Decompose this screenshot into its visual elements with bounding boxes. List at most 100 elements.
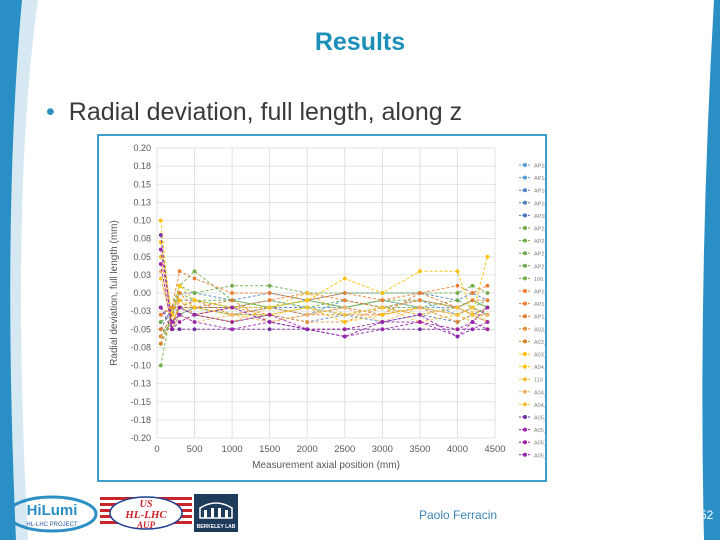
- data-point: [455, 312, 460, 317]
- data-point: [417, 298, 422, 303]
- legend-swatch-marker: [523, 188, 527, 193]
- y-tick-label: 0.00: [133, 288, 151, 298]
- data-point: [192, 320, 197, 324]
- y-tick-label: -0.05: [130, 324, 151, 334]
- data-point: [380, 298, 385, 303]
- data-point: [177, 269, 182, 274]
- y-tick-label: 0.05: [133, 252, 151, 262]
- legend-swatch-marker: [523, 251, 527, 256]
- data-point: [267, 291, 272, 295]
- right-decorative-swoosh: [702, 0, 720, 540]
- data-point: [455, 291, 460, 295]
- data-point: [158, 363, 163, 368]
- footer-author: Paolo Ferracin: [419, 508, 498, 522]
- data-point: [177, 291, 182, 295]
- data-point: [230, 320, 235, 324]
- data-point: [417, 327, 422, 332]
- legend-swatch-marker: [523, 389, 527, 394]
- data-point: [342, 305, 347, 310]
- berkeley-logo-text: BERKELEY LAB: [197, 524, 236, 530]
- legend-swatch-marker: [523, 352, 527, 356]
- data-point: [455, 305, 460, 310]
- data-point: [380, 291, 385, 295]
- data-point: [470, 327, 475, 332]
- legend-swatch-marker: [523, 238, 527, 243]
- y-tick-label: 0.13: [133, 197, 151, 207]
- data-point: [342, 291, 347, 295]
- data-point: [455, 327, 460, 332]
- legend-swatch-marker: [523, 427, 527, 432]
- legend-swatch-marker: [523, 440, 527, 445]
- data-point: [192, 312, 197, 317]
- y-tick-label: -0.13: [130, 379, 151, 389]
- data-point: [158, 233, 163, 237]
- legend-entry: AP1a-b_PC3: [534, 176, 545, 182]
- legend-entry: A03_112: [534, 353, 545, 359]
- data-point: [158, 334, 163, 339]
- legend-entry: AP1b_PC6: [534, 214, 545, 220]
- data-point: [485, 312, 490, 317]
- data-point: [177, 305, 182, 310]
- x-tick-label: 4500: [484, 444, 505, 455]
- left-decorative-swoosh: [0, 0, 38, 540]
- data-point: [192, 269, 197, 274]
- x-tick-label: 2500: [334, 444, 355, 455]
- legend-entry: AP1_107: [534, 290, 545, 296]
- data-point: [158, 312, 163, 317]
- legend-entry: A03_202: [534, 327, 545, 333]
- legend-swatch-marker: [523, 226, 527, 230]
- data-point: [342, 320, 347, 324]
- us-hllhc-aup-logo: US HL-LHC AUP: [100, 496, 192, 530]
- data-point: [158, 305, 163, 310]
- legend-entry: A05_207: [534, 441, 545, 447]
- data-point: [342, 298, 347, 303]
- data-point: [485, 291, 490, 295]
- data-point: [230, 305, 235, 310]
- legend-entry: AP1a-b_PC2: [534, 164, 545, 170]
- legend-swatch-marker: [523, 301, 527, 306]
- legend-swatch-marker: [523, 289, 527, 293]
- data-point: [417, 269, 422, 274]
- data-point: [192, 305, 197, 310]
- data-point: [417, 291, 422, 295]
- y-tick-label: 0.08: [133, 234, 151, 244]
- legend-entry: A05_209: [534, 453, 545, 459]
- data-point: [380, 320, 385, 324]
- page-number: 52: [700, 508, 714, 522]
- data-point: [380, 305, 385, 310]
- berkeley-lab-logo: BERKELEY LAB: [194, 494, 238, 532]
- data-point: [177, 298, 182, 303]
- legend-entry: A05_117: [534, 428, 545, 434]
- y-tick-label: 0.15: [133, 179, 151, 189]
- data-point: [485, 254, 490, 259]
- data-point: [455, 269, 460, 274]
- y-tick-label: -0.10: [130, 361, 151, 371]
- data-point: [485, 305, 490, 310]
- legend-entry: A03_204: [534, 340, 545, 346]
- data-point: [455, 320, 460, 324]
- legend-entry: A04_205: [534, 403, 545, 409]
- x-tick-label: 2000: [297, 444, 318, 455]
- bullet-dot-icon: •: [46, 98, 55, 126]
- data-point: [230, 291, 235, 295]
- legend-swatch-marker: [523, 213, 527, 218]
- legend-entry: AP2_104: [534, 252, 545, 258]
- data-point: [417, 320, 422, 324]
- legend-swatch-marker: [523, 415, 527, 419]
- legend-swatch-marker: [523, 175, 527, 180]
- data-point: [485, 283, 490, 288]
- hilumi-logo: HiLumi HL-LHC PROJECT: [6, 495, 98, 533]
- y-tick-label: -0.03: [130, 306, 151, 316]
- data-point: [485, 327, 490, 332]
- data-point: [267, 320, 272, 324]
- data-point: [192, 298, 197, 303]
- hilumi-logo-subtitle: HL-LHC PROJECT: [26, 522, 78, 528]
- legend-entry: 106: [534, 277, 543, 283]
- data-point: [470, 312, 475, 317]
- y-tick-label: 0.20: [133, 143, 151, 153]
- us-logo-line1: US: [140, 499, 153, 510]
- data-point: [158, 262, 163, 266]
- data-point: [485, 320, 490, 324]
- y-tick-label: -0.20: [130, 433, 151, 443]
- legend-entry: 110: [534, 378, 543, 384]
